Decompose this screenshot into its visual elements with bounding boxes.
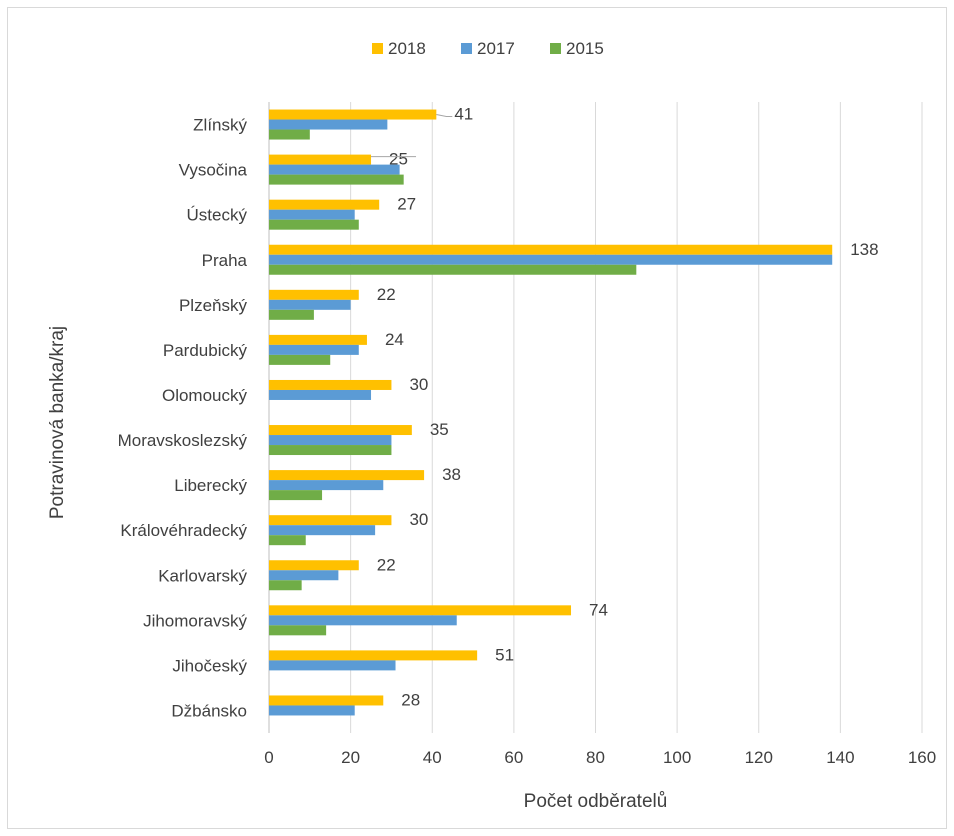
- y-axis-title: Potravinová banka/kraj: [47, 326, 68, 519]
- x-tick-label: 60: [504, 748, 523, 767]
- bar-2018: [269, 425, 412, 436]
- data-label: 30: [409, 375, 428, 394]
- category-label: Vysočina: [179, 161, 248, 180]
- bar-2015: [269, 580, 302, 591]
- data-label: 138: [850, 240, 878, 259]
- bar-2017: [269, 254, 833, 265]
- legend-label: 2018: [388, 39, 426, 58]
- data-label: 38: [442, 465, 461, 484]
- category-label: Liberecký: [174, 476, 247, 495]
- x-tick-labels: 0 20 40 60 80 100 120 140 160: [264, 748, 936, 767]
- bar-2015: [269, 535, 306, 546]
- bar-2017: [269, 480, 384, 491]
- bar-2017: [269, 209, 355, 220]
- x-tick-label: 120: [745, 748, 773, 767]
- x-tick-label: 0: [264, 748, 273, 767]
- legend-label: 2015: [566, 39, 604, 58]
- bar-2017: [269, 615, 457, 626]
- legend-swatch: [372, 43, 383, 54]
- x-tick-label: 140: [826, 748, 854, 767]
- bar-2018: [269, 470, 425, 481]
- bars: [269, 109, 833, 716]
- leader-line: [436, 114, 453, 118]
- data-label: 27: [397, 195, 416, 214]
- data-label: 24: [385, 330, 404, 349]
- bar-2015: [269, 309, 314, 320]
- category-label: Olomoucký: [162, 386, 248, 405]
- bar-2018: [269, 244, 833, 255]
- legend-swatch: [461, 43, 472, 54]
- bar-2015: [269, 264, 637, 275]
- bar-2015: [269, 219, 359, 230]
- bar-2018: [269, 695, 384, 706]
- bar-2017: [269, 344, 359, 355]
- bar-2018: [269, 334, 367, 345]
- data-label: 74: [589, 600, 608, 619]
- category-label: Džbánsko: [171, 701, 247, 720]
- bar-2018: [269, 154, 372, 165]
- bar-2018: [269, 650, 478, 661]
- data-label: 35: [430, 420, 449, 439]
- legend-label: 2017: [477, 39, 515, 58]
- data-label: 25: [389, 150, 408, 169]
- data-label: 51: [495, 645, 514, 664]
- category-label: Praha: [202, 251, 248, 270]
- category-label: Ústecký: [187, 206, 248, 225]
- category-label: Jihočeský: [172, 656, 247, 675]
- bar-2015: [269, 445, 392, 456]
- bar-2017: [269, 435, 392, 446]
- bar-2018: [269, 605, 572, 616]
- bar-2015: [269, 174, 404, 185]
- category-label: Zlínský: [193, 116, 247, 135]
- legend-swatch: [550, 43, 561, 54]
- bar-2017: [269, 299, 351, 310]
- bar-2018: [269, 199, 380, 210]
- category-label: Pardubický: [163, 341, 248, 360]
- x-tick-label: 160: [908, 748, 936, 767]
- x-tick-label: 80: [586, 748, 605, 767]
- bar-2015: [269, 129, 310, 140]
- data-label: 22: [377, 285, 396, 304]
- bar-2015: [269, 354, 331, 365]
- x-axis-title: Počet odběratelů: [524, 791, 668, 812]
- gridlines: [268, 102, 923, 733]
- bar-2018: [269, 560, 359, 571]
- x-tick-label: 100: [663, 748, 691, 767]
- bar-2017: [269, 119, 388, 130]
- legend: 2018 2017 2015: [372, 39, 604, 58]
- data-labels: 41 25 27 138 22 24 30 35 38 30 22 74 51 28: [371, 105, 879, 709]
- bar-2018: [269, 379, 392, 390]
- bar-2017: [269, 525, 376, 536]
- bar-2015: [269, 625, 327, 636]
- category-label: Moravskoslezský: [118, 431, 248, 450]
- bar-2017: [269, 705, 355, 716]
- bar-2017: [269, 164, 400, 175]
- x-tick-label: 40: [423, 748, 442, 767]
- category-labels: Zlínský Vysočina Ústecký Praha Plzeňský Pardu…: [118, 116, 248, 721]
- data-label: 41: [454, 105, 473, 124]
- category-label: Karlovarský: [158, 566, 247, 585]
- data-label: 22: [377, 555, 396, 574]
- bar-2018: [269, 109, 437, 120]
- bar-2015: [269, 490, 323, 501]
- category-label: Plzeňský: [179, 296, 248, 315]
- chart-frame: [7, 7, 947, 829]
- bar-2017: [269, 570, 339, 581]
- data-label: 30: [409, 510, 428, 529]
- category-label: Královéhradecký: [120, 521, 247, 540]
- bar-2017: [269, 660, 396, 671]
- category-label: Jihomoravský: [143, 611, 247, 630]
- x-tick-label: 20: [341, 748, 360, 767]
- data-label: 28: [401, 690, 420, 709]
- bar-2017: [269, 389, 372, 400]
- bar-2018: [269, 515, 392, 526]
- bar-2018: [269, 289, 359, 300]
